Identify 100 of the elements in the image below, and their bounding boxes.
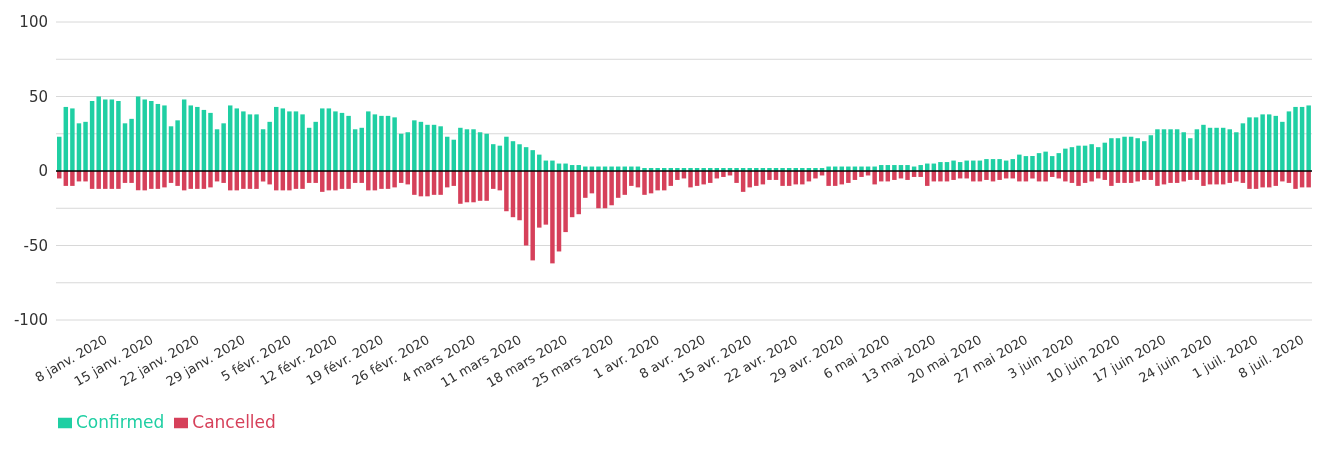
bar [563, 171, 568, 233]
bar [83, 121, 88, 171]
bar [1043, 151, 1048, 171]
bar [1293, 106, 1298, 171]
bar [359, 127, 364, 171]
bar [1109, 171, 1114, 186]
bar [1017, 171, 1022, 182]
bar [346, 115, 351, 171]
bar [1306, 105, 1311, 171]
legend-label: Confirmed [76, 412, 165, 432]
bar [550, 160, 555, 171]
bar [425, 171, 430, 197]
bar [1076, 145, 1081, 171]
bar [366, 111, 371, 171]
bar [392, 117, 397, 171]
bar [162, 171, 167, 188]
bar [1214, 171, 1219, 185]
bar [1155, 171, 1160, 186]
bar [1181, 132, 1186, 171]
bar [458, 127, 463, 171]
bar [517, 171, 522, 221]
bar [1260, 114, 1265, 171]
bar [1122, 171, 1127, 183]
bar [195, 106, 200, 171]
bar [1089, 144, 1094, 171]
y-tick-label: -100 [13, 311, 48, 330]
bar [747, 171, 752, 188]
bar [629, 171, 634, 186]
bar [195, 171, 200, 189]
bar [1030, 156, 1035, 171]
bar [1063, 148, 1068, 171]
bar [162, 105, 167, 171]
bar [504, 136, 509, 171]
y-tick-label: 0 [38, 162, 48, 181]
bar [846, 171, 851, 183]
bar [1234, 132, 1239, 171]
bar [267, 121, 272, 171]
bar [1109, 138, 1114, 171]
bar [96, 171, 101, 189]
bar [83, 171, 88, 182]
bar [984, 159, 989, 171]
bar [1135, 171, 1140, 182]
bar [379, 171, 384, 189]
bar [70, 171, 75, 186]
bar [287, 171, 292, 191]
bar [320, 171, 325, 192]
bar [359, 171, 364, 183]
bar [70, 108, 75, 171]
bar [642, 171, 647, 195]
bar [537, 154, 542, 171]
bar [971, 160, 976, 171]
bar [379, 115, 384, 171]
bar [175, 120, 180, 171]
bar [800, 171, 805, 185]
bar [1260, 171, 1265, 188]
bar [1247, 171, 1252, 189]
bar [504, 171, 509, 212]
bar [300, 114, 305, 171]
bar [734, 171, 739, 183]
bar [1293, 171, 1298, 189]
bar [1181, 171, 1186, 182]
bar [320, 108, 325, 171]
bar [754, 171, 759, 186]
bar [938, 171, 943, 182]
bar [688, 171, 693, 188]
bar [537, 171, 542, 228]
bar [103, 171, 108, 189]
bar [313, 121, 318, 171]
bar [1234, 171, 1239, 182]
bar [1214, 127, 1219, 171]
bar [221, 123, 226, 171]
bar [1168, 129, 1173, 171]
bar [300, 171, 305, 189]
bar [142, 171, 147, 191]
bar [96, 96, 101, 171]
bar [142, 99, 147, 171]
bar [1122, 136, 1127, 171]
bar [366, 171, 371, 191]
bar [1135, 138, 1140, 171]
bar [254, 171, 259, 189]
bar [655, 171, 660, 191]
bar [1017, 154, 1022, 171]
bar [471, 171, 476, 203]
bar [221, 171, 226, 183]
bar [149, 100, 154, 171]
bar [267, 171, 272, 185]
bar [287, 111, 292, 171]
bar [951, 160, 956, 171]
bar [1306, 171, 1311, 188]
bar [1201, 124, 1206, 171]
bar [1280, 121, 1285, 171]
bar [412, 120, 417, 171]
y-tick-label: 100 [19, 13, 48, 32]
bar [826, 171, 831, 186]
bar [964, 160, 969, 171]
bar [392, 171, 397, 188]
bar [576, 171, 581, 215]
bar [1043, 171, 1048, 182]
bar [530, 171, 535, 261]
bar [1201, 171, 1206, 186]
